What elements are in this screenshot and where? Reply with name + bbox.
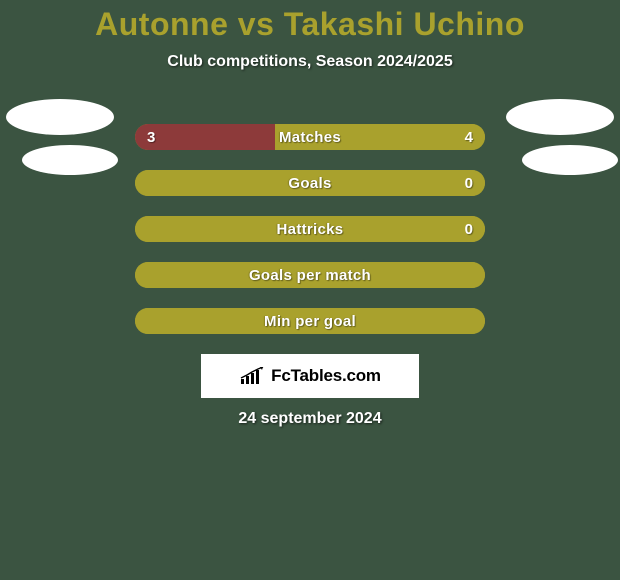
subtitle: Club competitions, Season 2024/2025 (0, 53, 620, 71)
brand-box: FcTables.com (201, 354, 419, 398)
stat-bar-label: Goals per match (135, 262, 485, 288)
stat-bar-label: Min per goal (135, 308, 485, 334)
stat-bar-label: Hattricks (135, 216, 485, 242)
player-left-avatar (6, 99, 114, 135)
stat-bar: Matches3 4 (135, 124, 485, 150)
stat-bar-left-value: 3 (147, 124, 155, 150)
stat-bar-right-value: 0 (465, 170, 473, 196)
stat-bar: Min per goal (135, 308, 485, 334)
date-text: 24 september 2024 (0, 410, 620, 428)
stat-bar: Goals0 (135, 170, 485, 196)
stat-bar-label: Goals (135, 170, 485, 196)
player-right-avatar-shadow (522, 145, 618, 175)
stat-bar-right-value: 0 (465, 216, 473, 242)
brand-chart-icon (239, 367, 265, 385)
brand-text: FcTables.com (271, 366, 381, 386)
stats-bars: Matches34Goals0Hattricks0Goals per match… (135, 124, 485, 354)
page-title: Autonne vs Takashi Uchino (0, 0, 620, 43)
stat-bar-label: Matches (135, 124, 485, 150)
player-left-avatar-shadow (22, 145, 118, 175)
comparison-card: Autonne vs Takashi Uchino Club competiti… (0, 0, 620, 580)
stat-bar-right-value: 4 (465, 124, 473, 150)
stat-bar: Hattricks0 (135, 216, 485, 242)
player-right-avatar (506, 99, 614, 135)
stat-bar: Goals per match (135, 262, 485, 288)
